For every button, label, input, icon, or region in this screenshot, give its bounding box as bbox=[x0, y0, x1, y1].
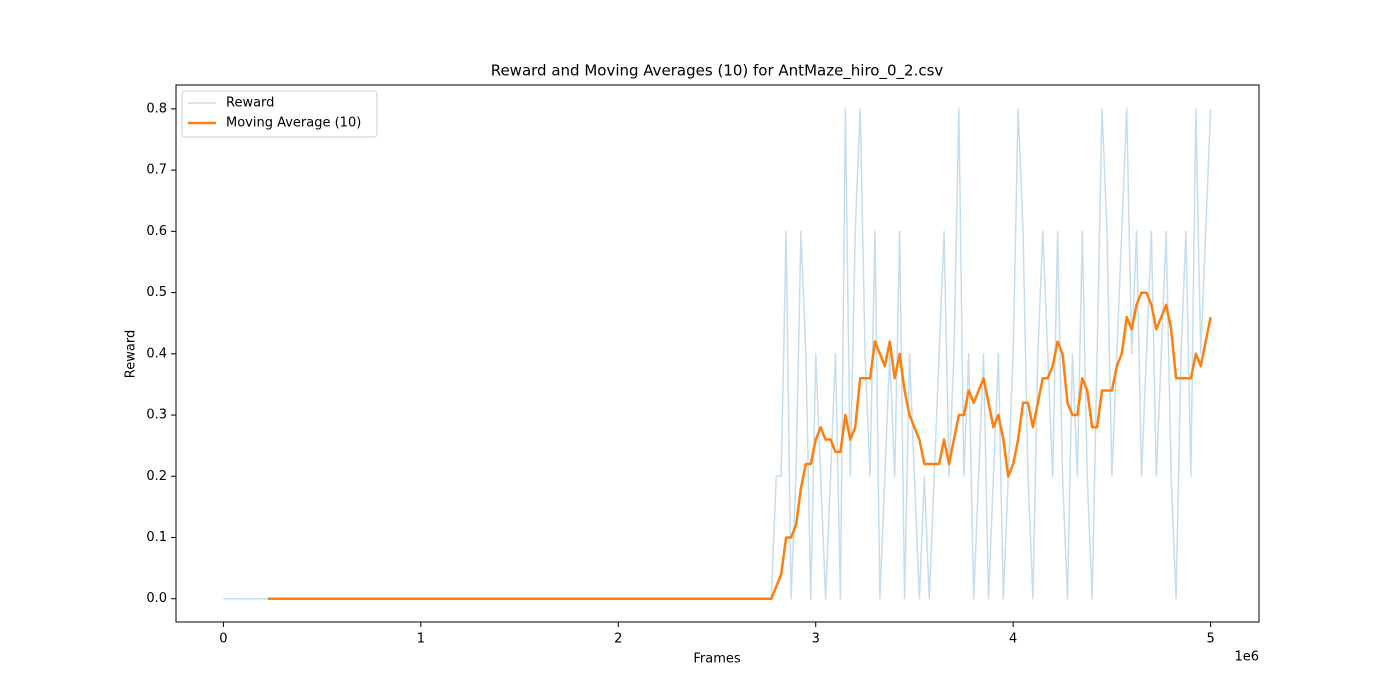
y-tick-label: 0.1 bbox=[146, 530, 167, 545]
chart-title: Reward and Moving Averages (10) for AntM… bbox=[491, 62, 944, 81]
legend-box bbox=[181, 90, 378, 138]
series-line bbox=[267, 291, 1212, 600]
x-offset-label: 1e6 bbox=[1234, 650, 1259, 665]
y-tick-label: 0.2 bbox=[146, 469, 167, 484]
x-tick-label: 5 bbox=[1206, 632, 1214, 647]
y-tick-label: 0.7 bbox=[146, 163, 167, 178]
x-tick-label: 4 bbox=[1009, 632, 1017, 647]
y-tick-label: 0.3 bbox=[146, 408, 167, 423]
y-tick-label: 0.8 bbox=[146, 101, 167, 116]
y-tick-label: 0.5 bbox=[146, 285, 167, 300]
x-tick-label: 1 bbox=[417, 632, 425, 647]
y-tick-label: 0.4 bbox=[146, 346, 167, 361]
plot-frame bbox=[175, 84, 1260, 623]
y-axis-label: Reward bbox=[124, 330, 139, 378]
legend-label: Reward bbox=[226, 96, 274, 111]
y-tick-label: 0.6 bbox=[146, 224, 167, 239]
x-tick-label: 3 bbox=[812, 632, 820, 647]
x-tick-label: 2 bbox=[614, 632, 622, 647]
y-tick-label: 0.0 bbox=[146, 591, 167, 606]
legend-label: Moving Average (10) bbox=[226, 116, 361, 131]
x-tick-label: 0 bbox=[219, 632, 227, 647]
x-axis-label: Frames bbox=[693, 652, 741, 667]
